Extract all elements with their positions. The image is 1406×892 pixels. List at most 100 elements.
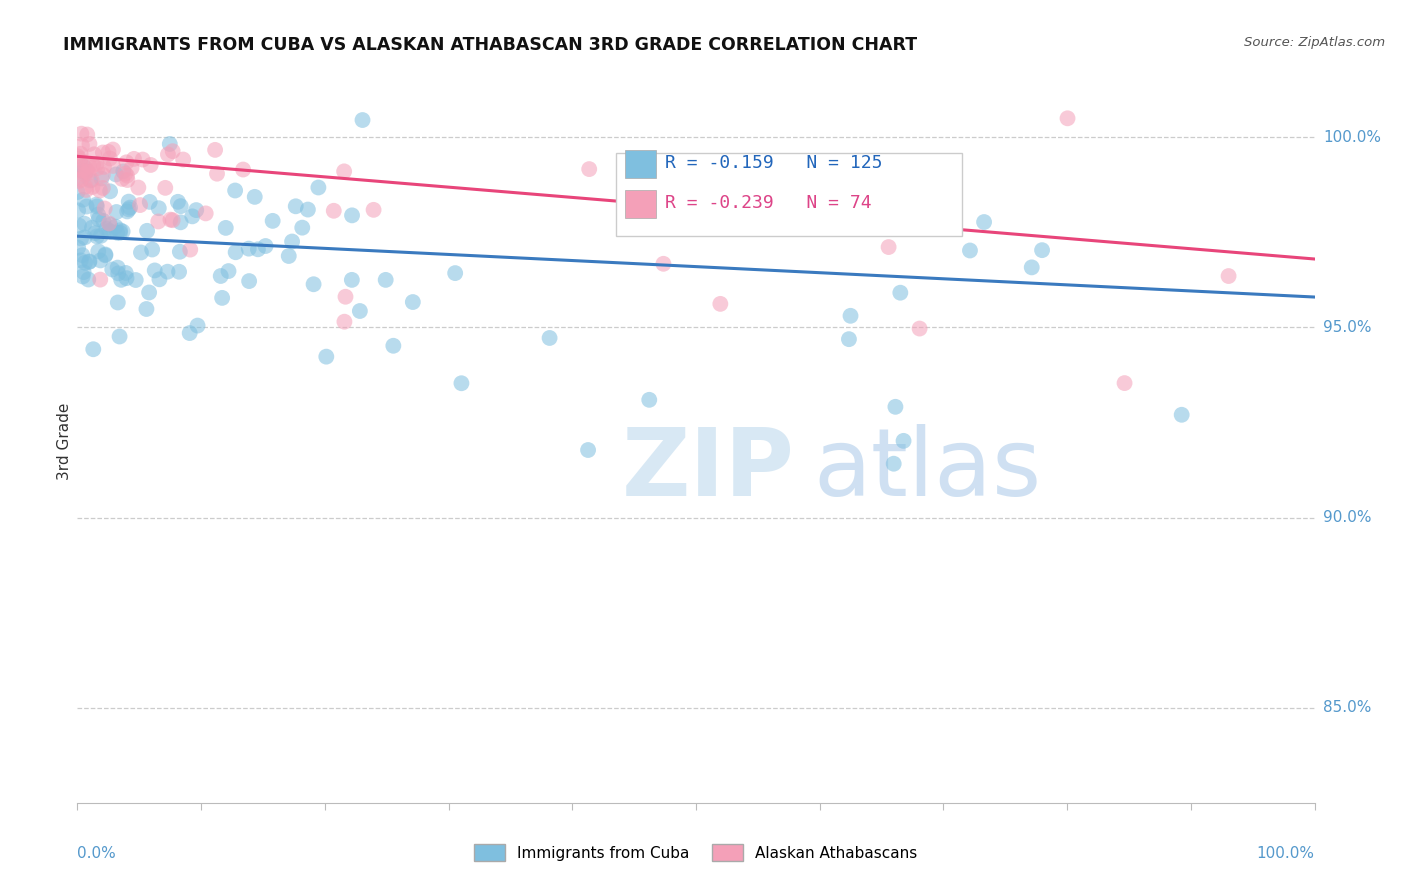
Point: [652, 257, 675, 271]
Point: [156, 265, 179, 279]
Point: [97, 145, 120, 159]
Point: [169, 244, 191, 259]
Point: [125, 273, 148, 287]
Point: [110, 273, 132, 287]
Point: [107, 295, 129, 310]
Point: [98, 152, 121, 166]
Point: [238, 274, 260, 288]
Text: ZIP: ZIP: [621, 425, 794, 516]
Point: [450, 376, 472, 391]
Point: [115, 169, 138, 183]
Point: [100, 225, 122, 239]
Point: [94, 248, 117, 262]
Text: 85.0%: 85.0%: [1323, 700, 1371, 715]
FancyBboxPatch shape: [626, 151, 657, 178]
Point: [79, 254, 101, 268]
Point: [98, 224, 121, 238]
Text: R = -0.239   N = 74: R = -0.239 N = 74: [665, 194, 872, 212]
Point: [402, 295, 425, 310]
Point: [159, 136, 181, 151]
Point: [877, 240, 900, 254]
Point: [77, 166, 100, 180]
Point: [129, 198, 152, 212]
Point: [93, 202, 115, 216]
Point: [108, 329, 131, 343]
Point: [187, 318, 209, 333]
Point: [1031, 243, 1053, 257]
Point: [73, 217, 96, 231]
Point: [73, 168, 96, 182]
Point: [69, 174, 91, 188]
Point: [70, 127, 93, 141]
Point: [883, 457, 905, 471]
Text: 90.0%: 90.0%: [1323, 510, 1371, 525]
Text: IMMIGRANTS FROM CUBA VS ALASKAN ATHABASCAN 3RD GRADE CORRELATION CHART: IMMIGRANTS FROM CUBA VS ALASKAN ATHABASC…: [63, 36, 917, 54]
Point: [889, 285, 911, 300]
Point: [297, 202, 319, 217]
Point: [170, 199, 193, 213]
Point: [76, 164, 98, 178]
Point: [181, 210, 204, 224]
Point: [576, 442, 599, 457]
Point: [340, 273, 363, 287]
Point: [159, 212, 181, 227]
Point: [115, 155, 138, 169]
Point: [67, 203, 90, 218]
Point: [349, 304, 371, 318]
Point: [884, 400, 907, 414]
Text: R = -0.159   N = 125: R = -0.159 N = 125: [665, 154, 883, 172]
Point: [91, 168, 114, 182]
Point: [138, 194, 160, 209]
Text: 100.0%: 100.0%: [1323, 130, 1381, 145]
Point: [98, 184, 121, 198]
Point: [333, 164, 356, 178]
Point: [118, 194, 141, 209]
Point: [162, 213, 184, 227]
Point: [108, 223, 131, 237]
Point: [101, 262, 124, 277]
Point: [115, 271, 138, 285]
Point: [131, 153, 153, 167]
Point: [72, 193, 94, 207]
Point: [839, 309, 862, 323]
Point: [69, 152, 91, 166]
Point: [167, 265, 190, 279]
Point: [169, 215, 191, 229]
Point: [315, 350, 337, 364]
Point: [148, 272, 170, 286]
Point: [82, 343, 104, 357]
Point: [141, 243, 163, 257]
Point: [87, 244, 110, 259]
Point: [908, 321, 931, 335]
Point: [382, 339, 405, 353]
Point: [77, 159, 100, 173]
Point: [114, 167, 136, 181]
Point: [86, 161, 108, 175]
Point: [67, 241, 90, 255]
Point: [76, 200, 98, 214]
Point: [82, 180, 104, 194]
Point: [75, 161, 97, 175]
Point: [156, 147, 179, 161]
Point: [73, 230, 96, 244]
Point: [194, 206, 217, 220]
Point: [374, 273, 396, 287]
Point: [333, 315, 356, 329]
Point: [129, 245, 152, 260]
Point: [205, 167, 228, 181]
Point: [281, 235, 304, 249]
Point: [69, 146, 91, 161]
Point: [756, 170, 779, 185]
Point: [77, 272, 100, 286]
Point: [186, 203, 208, 218]
Point: [107, 260, 129, 275]
Text: 100.0%: 100.0%: [1257, 847, 1315, 861]
Point: [72, 248, 94, 262]
Point: [838, 332, 860, 346]
Point: [209, 268, 232, 283]
Point: [120, 201, 142, 215]
Point: [72, 160, 94, 174]
Point: [66, 185, 89, 199]
Point: [86, 229, 108, 244]
Point: [101, 159, 124, 173]
